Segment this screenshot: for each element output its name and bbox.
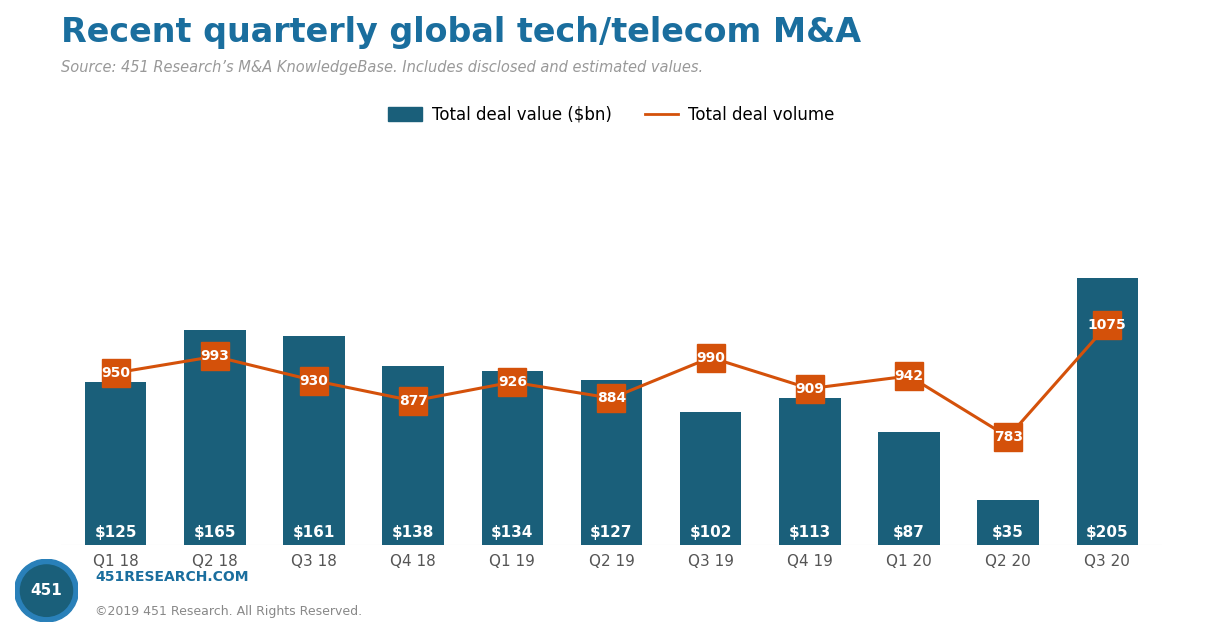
Bar: [482, 371, 543, 545]
Text: Recent quarterly global tech/telecom M&A: Recent quarterly global tech/telecom M&A: [61, 16, 861, 49]
Legend: Total deal value ($bn), Total deal volume: Total deal value ($bn), Total deal volum…: [382, 99, 841, 130]
Text: 884: 884: [597, 391, 626, 405]
Bar: [1076, 278, 1139, 545]
Text: 451RESEARCH.COM: 451RESEARCH.COM: [95, 571, 249, 584]
Bar: [878, 432, 939, 545]
Bar: [284, 335, 345, 545]
Text: 926: 926: [498, 375, 527, 389]
Text: $161: $161: [292, 525, 335, 540]
Text: 950: 950: [102, 366, 130, 380]
Text: $134: $134: [492, 525, 533, 540]
Bar: [977, 500, 1038, 545]
Text: Source: 451 Research’s M&A KnowledgeBase. Includes disclosed and estimated value: Source: 451 Research’s M&A KnowledgeBase…: [61, 60, 703, 75]
Bar: [581, 380, 642, 545]
Text: 993: 993: [201, 349, 229, 364]
Text: 909: 909: [795, 382, 824, 396]
Text: 783: 783: [993, 430, 1022, 444]
Text: $127: $127: [591, 525, 632, 540]
Text: 1075: 1075: [1088, 318, 1126, 332]
Text: $87: $87: [893, 525, 925, 540]
Bar: [680, 413, 741, 545]
Text: ©2019 451 Research. All Rights Reserved.: ©2019 451 Research. All Rights Reserved.: [95, 604, 362, 618]
Text: 942: 942: [894, 369, 923, 383]
Bar: [779, 398, 840, 545]
Bar: [84, 382, 147, 545]
Ellipse shape: [15, 559, 78, 622]
Ellipse shape: [21, 565, 72, 616]
Text: $138: $138: [393, 525, 434, 540]
Bar: [383, 366, 444, 545]
Text: 990: 990: [696, 350, 725, 364]
Text: $35: $35: [992, 525, 1024, 540]
Bar: [185, 330, 246, 545]
Text: 451: 451: [31, 583, 62, 598]
Text: $102: $102: [690, 525, 731, 540]
Text: $165: $165: [193, 525, 236, 540]
Text: $125: $125: [94, 525, 137, 540]
Text: 877: 877: [399, 394, 428, 408]
Text: $205: $205: [1086, 525, 1129, 540]
Text: 930: 930: [300, 374, 329, 387]
Text: $113: $113: [789, 525, 830, 540]
